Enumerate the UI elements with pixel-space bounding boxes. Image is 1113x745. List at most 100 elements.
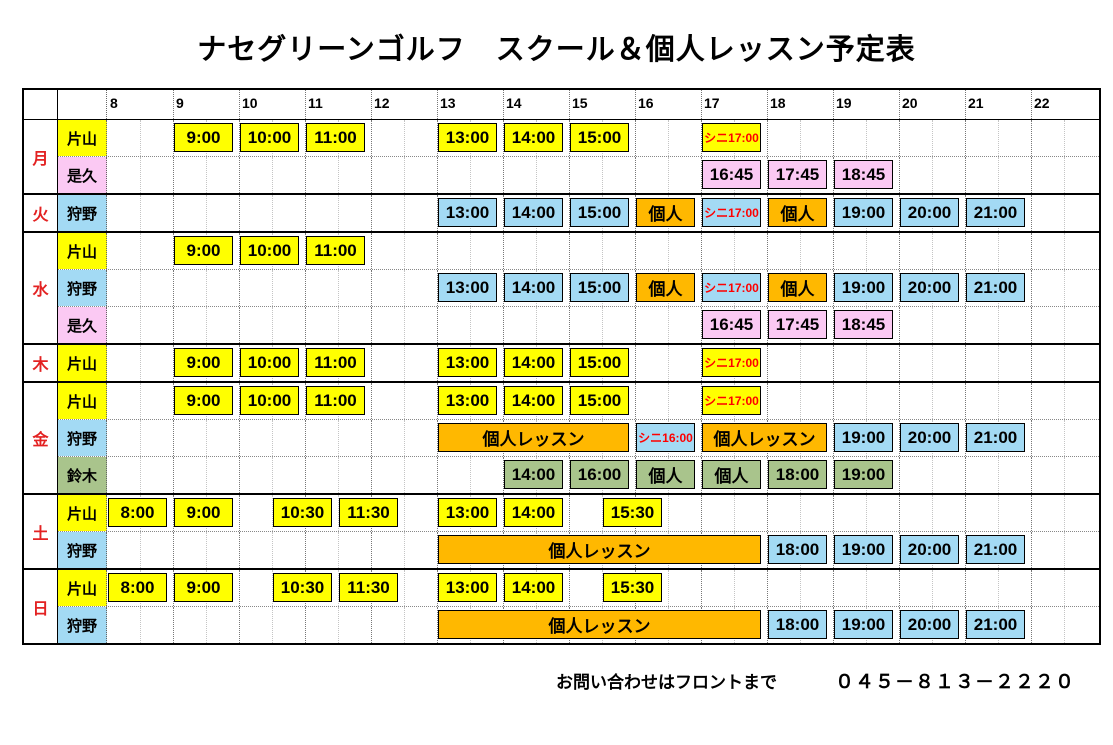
grid-line — [833, 270, 834, 306]
grid-line — [1031, 195, 1032, 231]
lesson-block: 15:00 — [570, 198, 629, 227]
grid-line — [899, 420, 900, 456]
grid-line — [371, 120, 372, 156]
instructor-row: 片山 9:00 10:00 11:00 — [58, 233, 1099, 269]
hour-grid-line — [1031, 90, 1032, 119]
grid-line — [338, 270, 339, 306]
grid-line — [635, 420, 636, 456]
lesson-block: 20:00 — [900, 273, 959, 302]
instructor-row: 鈴木 14:00 16:00 個人 個人 18:00 19:00 — [58, 456, 1099, 493]
lesson-block: 19:00 — [834, 610, 893, 639]
schedule-track: 9:00 10:00 11:00 — [107, 233, 1099, 269]
grid-line — [602, 570, 603, 606]
grid-line — [965, 345, 966, 381]
hour-label: 18 — [770, 95, 786, 111]
grid-line — [701, 420, 702, 456]
grid-line — [338, 495, 339, 531]
grid-line — [272, 457, 273, 493]
day-group: 日片山 8:00 9:00 10:30 11:30 13:00 14:00 15:30 狩野 個人… — [24, 568, 1099, 643]
hour-label: 14 — [506, 95, 522, 111]
grid-line — [602, 157, 603, 193]
lesson-block: 19:00 — [834, 535, 893, 564]
grid-line — [1064, 120, 1065, 156]
grid-line — [701, 270, 702, 306]
grid-line — [998, 307, 999, 343]
grid-line — [173, 270, 174, 306]
grid-line — [767, 270, 768, 306]
grid-line — [1064, 383, 1065, 419]
grid-line — [701, 157, 702, 193]
grid-line — [239, 307, 240, 343]
hour-label: 21 — [968, 95, 984, 111]
hour-grid-line — [173, 90, 174, 119]
grid-line — [767, 457, 768, 493]
grid-line — [338, 532, 339, 568]
grid-line — [503, 495, 504, 531]
grid-line — [965, 457, 966, 493]
grid-line — [404, 495, 405, 531]
grid-line — [701, 233, 702, 269]
grid-line — [371, 307, 372, 343]
lesson-block: 13:00 — [438, 123, 497, 152]
grid-line — [635, 383, 636, 419]
grid-line — [1064, 607, 1065, 643]
day-group: 水片山 9:00 10:00 11:00 狩野 13:00 14:00 15:00 個人 シニ17… — [24, 231, 1099, 343]
lesson-block: 20:00 — [900, 198, 959, 227]
grid-line — [833, 532, 834, 568]
lesson-block: 21:00 — [966, 273, 1025, 302]
lesson-block: 13:00 — [438, 348, 497, 377]
hour-grid-line — [437, 90, 438, 119]
grid-line — [140, 120, 141, 156]
instructor-row: 狩野 個人レッスン 18:00 19:00 20:00 21:00 — [58, 531, 1099, 568]
instructor-rows: 片山 9:00 10:00 11:00 13:00 14:00 15:00 シニ17:00 — [58, 345, 1099, 381]
grid-line — [569, 570, 570, 606]
grid-line — [899, 120, 900, 156]
grid-line — [899, 383, 900, 419]
grid-line — [965, 383, 966, 419]
lesson-block: 14:00 — [504, 573, 563, 602]
grid-line — [767, 195, 768, 231]
schedule-track: 個人レッスン 18:00 19:00 20:00 21:00 — [107, 532, 1099, 568]
grid-line — [239, 457, 240, 493]
schedule-track: 13:00 14:00 15:00 個人 シニ17:00 個人 19:00 20:00 21:0… — [107, 270, 1099, 306]
grid-line — [239, 420, 240, 456]
grid-line — [437, 233, 438, 269]
grid-line — [1031, 495, 1032, 531]
grid-line — [1031, 120, 1032, 156]
grid-line — [140, 607, 141, 643]
grid-line — [1064, 420, 1065, 456]
grid-line — [833, 420, 834, 456]
grid-line — [965, 120, 966, 156]
grid-line — [1064, 570, 1065, 606]
lesson-block: 18:45 — [834, 160, 893, 189]
schedule-track: 14:00 16:00 個人 個人 18:00 19:00 — [107, 457, 1099, 493]
lesson-block: 18:00 — [768, 610, 827, 639]
grid-line — [239, 532, 240, 568]
grid-line — [800, 345, 801, 381]
grid-line — [899, 157, 900, 193]
grid-line — [239, 570, 240, 606]
grid-line — [173, 532, 174, 568]
grid-line — [305, 457, 306, 493]
grid-line — [1031, 383, 1032, 419]
grid-line — [404, 157, 405, 193]
lesson-block: 13:00 — [438, 198, 497, 227]
grid-line — [1064, 157, 1065, 193]
grid-line — [470, 157, 471, 193]
instructor-rows: 片山 8:00 9:00 10:30 11:30 13:00 14:00 15:30 狩野 個人レ… — [58, 570, 1099, 643]
lesson-block: 15:00 — [570, 123, 629, 152]
schedule-track: 16:45 17:45 18:45 — [107, 307, 1099, 343]
grid-line — [470, 233, 471, 269]
lesson-block: 10:00 — [240, 123, 299, 152]
day-group: 火狩野 13:00 14:00 15:00 個人 シニ17:00 個人 19:00 20:00 2… — [24, 193, 1099, 231]
day-label: 月 — [24, 120, 58, 193]
lesson-block: 11:30 — [339, 498, 398, 527]
grid-line — [272, 570, 273, 606]
grid-line — [932, 495, 933, 531]
grid-line — [1031, 233, 1032, 269]
grid-line — [1031, 570, 1032, 606]
day-label: 土 — [24, 495, 58, 568]
grid-line — [371, 195, 372, 231]
lesson-block: 16:45 — [702, 310, 761, 339]
grid-line — [1031, 420, 1032, 456]
